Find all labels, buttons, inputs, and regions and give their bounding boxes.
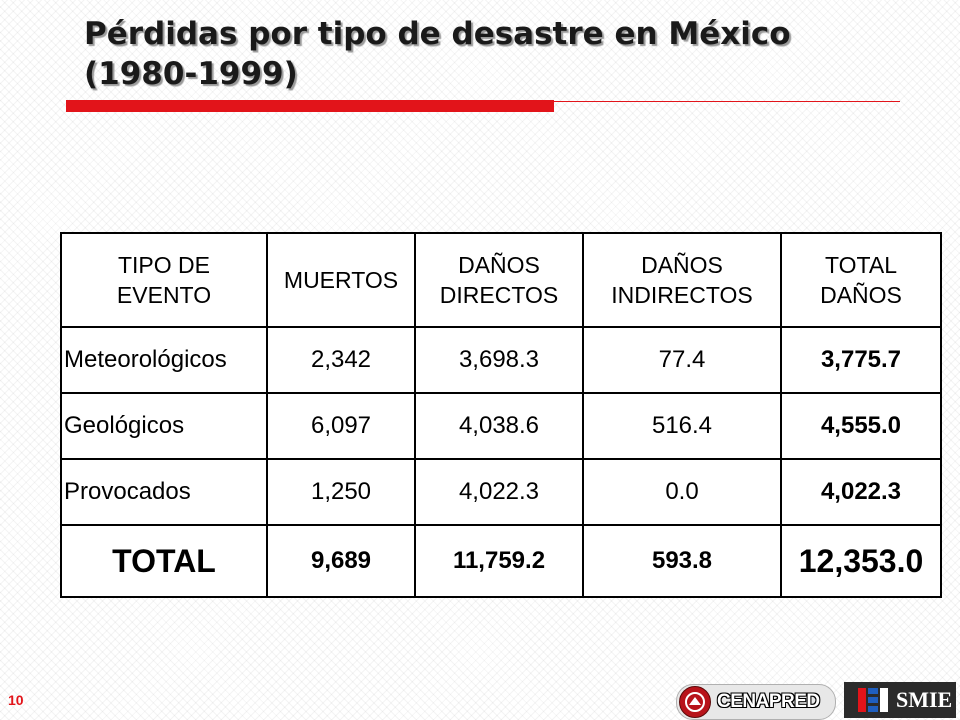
cell-deaths: 1,250 [266, 458, 416, 526]
table-header-row: TIPO DE EVENTO MUERTOS DAÑOS DIRECTOS DA… [60, 232, 942, 328]
cenapred-emblem-icon [679, 686, 711, 718]
header-total-damage: TOTAL DAÑOS [780, 232, 942, 328]
cenapred-logo: CENAPRED [676, 684, 836, 720]
cell-indirect: 0.0 [582, 458, 782, 526]
cell-total-direct: 11,759.2 [414, 524, 584, 598]
header-direct-damage: DAÑOS DIRECTOS [414, 232, 584, 328]
cell-deaths: 2,342 [266, 326, 416, 394]
cell-total: 4,022.3 [780, 458, 942, 526]
table-row: Meteorológicos 2,342 3,698.3 77.4 3,775.… [60, 326, 942, 394]
cell-indirect: 516.4 [582, 392, 782, 460]
cell-direct: 4,038.6 [414, 392, 584, 460]
smie-emblem-icon [858, 686, 890, 714]
smie-logo-text: SMIE [896, 687, 953, 712]
title-line-1: Pérdidas por tipo de desastre en México [84, 16, 791, 52]
header-deaths: MUERTOS [266, 232, 416, 328]
smie-logo: SMIE [844, 682, 956, 718]
cell-event: Provocados [60, 458, 268, 526]
cell-deaths: 6,097 [266, 392, 416, 460]
cell-direct: 3,698.3 [414, 326, 584, 394]
title-underline-thin [554, 101, 900, 102]
cell-direct: 4,022.3 [414, 458, 584, 526]
cell-total-deaths: 9,689 [266, 524, 416, 598]
cenapred-logo-text: CENAPRED [717, 691, 820, 712]
header-indirect-damage: DAÑOS INDIRECTOS [582, 232, 782, 328]
title-underline-bar [66, 100, 554, 112]
cell-event: Geológicos [60, 392, 268, 460]
cell-indirect: 77.4 [582, 326, 782, 394]
page-number: 10 [8, 692, 24, 708]
table-row: Provocados 1,250 4,022.3 0.0 4,022.3 [60, 458, 942, 526]
slide-title: Pérdidas por tipo de desastre en México … [84, 14, 791, 94]
cell-total-label: TOTAL [60, 524, 268, 598]
losses-table: TIPO DE EVENTO MUERTOS DAÑOS DIRECTOS DA… [60, 232, 942, 598]
cell-total: 3,775.7 [780, 326, 942, 394]
title-line-2: (1980-1999) [84, 56, 298, 92]
table-total-row: TOTAL 9,689 11,759.2 593.8 12,353.0 [60, 524, 942, 598]
header-event-type: TIPO DE EVENTO [60, 232, 268, 328]
cell-grand-total: 12,353.0 [780, 524, 942, 598]
cell-total-indirect: 593.8 [582, 524, 782, 598]
cell-event: Meteorológicos [60, 326, 268, 394]
cell-total: 4,555.0 [780, 392, 942, 460]
table-row: Geológicos 6,097 4,038.6 516.4 4,555.0 [60, 392, 942, 460]
